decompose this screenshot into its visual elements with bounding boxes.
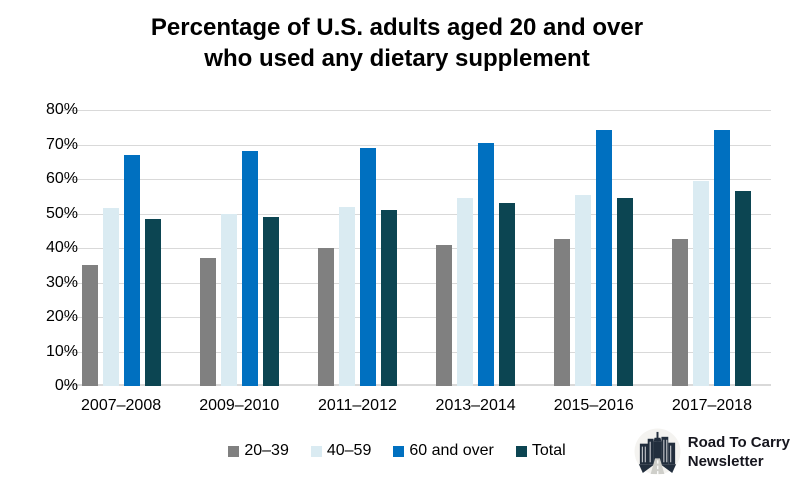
bar-total — [144, 218, 161, 386]
x-axis-label: 2007–2008 — [81, 397, 162, 414]
bar-60-and-over — [596, 130, 613, 386]
bar-20–39 — [672, 239, 689, 386]
bars-layer — [62, 110, 771, 386]
x-axis-label: 2017–2018 — [671, 397, 752, 414]
bar-group — [535, 110, 653, 386]
legend-label: Total — [531, 442, 566, 459]
legend-label: 20–39 — [244, 442, 289, 459]
bar-20–39 — [436, 244, 453, 386]
bar-40–59 — [575, 194, 592, 386]
bar-60-and-over — [241, 151, 258, 386]
x-axis: 2007–2008 2009–2010 2011–2012 2013–2014 2015… — [62, 397, 771, 415]
logo-text: Road To Carry Newsletter — [688, 433, 790, 471]
city-skyline-icon — [634, 428, 681, 475]
legend-item: 40–59 — [310, 442, 372, 460]
bar-40–59 — [220, 213, 237, 386]
bar-40–59 — [457, 197, 474, 386]
bar-40–59 — [693, 181, 710, 386]
legend-label: 60 and over — [409, 442, 494, 459]
legend-item: Total — [515, 442, 566, 460]
bar-60-and-over — [123, 154, 140, 386]
chart-title: Percentage of U.S. adults aged 20 and ov… — [150, 14, 644, 72]
bar-20–39 — [554, 239, 571, 386]
gridline — [62, 214, 771, 215]
y-axis-tick-label: 70% — [45, 136, 78, 153]
gridline — [62, 283, 771, 284]
legend-swatch — [515, 445, 527, 457]
bar-group — [417, 110, 535, 386]
bar-60-and-over — [478, 142, 495, 386]
legend-swatch — [228, 445, 240, 457]
y-axis-tick-label: 40% — [45, 239, 78, 256]
legend-item: 20–39 — [228, 442, 289, 460]
y-axis-tick-label: 50% — [45, 205, 78, 222]
bar-group — [62, 110, 180, 386]
gridline — [62, 384, 771, 386]
bar-60-and-over — [714, 129, 731, 386]
bar-total — [735, 191, 752, 386]
y-axis-tick-label: 60% — [45, 170, 78, 187]
bar-total — [262, 216, 279, 386]
gridline — [62, 179, 771, 180]
gridline — [62, 352, 771, 353]
bar-20–39 — [199, 258, 216, 386]
bar-group — [653, 110, 771, 386]
gridline — [62, 317, 771, 318]
legend-item: 60 and over — [393, 442, 494, 460]
gridline — [62, 110, 771, 111]
bar-40–59 — [102, 208, 119, 386]
x-axis-label: 2009–2010 — [199, 397, 280, 414]
x-axis-label: 2013–2014 — [435, 397, 516, 414]
y-axis-tick-label: 0% — [54, 377, 78, 394]
bar-20–39 — [81, 265, 98, 386]
bar-20–39 — [317, 248, 334, 386]
logo-text-line1: Road To Carry — [687, 433, 790, 451]
legend-swatch — [393, 445, 405, 457]
y-axis-tick-label: 20% — [45, 308, 78, 325]
x-axis-label: 2011–2012 — [317, 397, 397, 414]
gridline — [62, 145, 771, 146]
y-axis-tick-label: 30% — [45, 274, 78, 291]
legend-label: 40–59 — [326, 442, 372, 459]
gridline — [62, 248, 771, 249]
bar-total — [617, 197, 634, 386]
bar-group — [298, 110, 416, 386]
bar-total — [380, 210, 397, 386]
bar-60-and-over — [359, 147, 376, 386]
plot-area — [62, 110, 771, 386]
legend-swatch — [310, 445, 322, 457]
legend: 20–39 40–59 60 and over Total — [0, 442, 794, 460]
y-axis-tick-label: 10% — [45, 343, 78, 360]
bar-group — [180, 110, 298, 386]
x-axis-label: 2015–2016 — [553, 397, 634, 414]
y-axis-tick-label: 80% — [45, 101, 78, 118]
bar-total — [499, 203, 516, 386]
logo: Road To Carry Newsletter — [634, 428, 790, 475]
bar-40–59 — [338, 206, 355, 386]
logo-text-line2: Newsletter — [687, 452, 764, 470]
